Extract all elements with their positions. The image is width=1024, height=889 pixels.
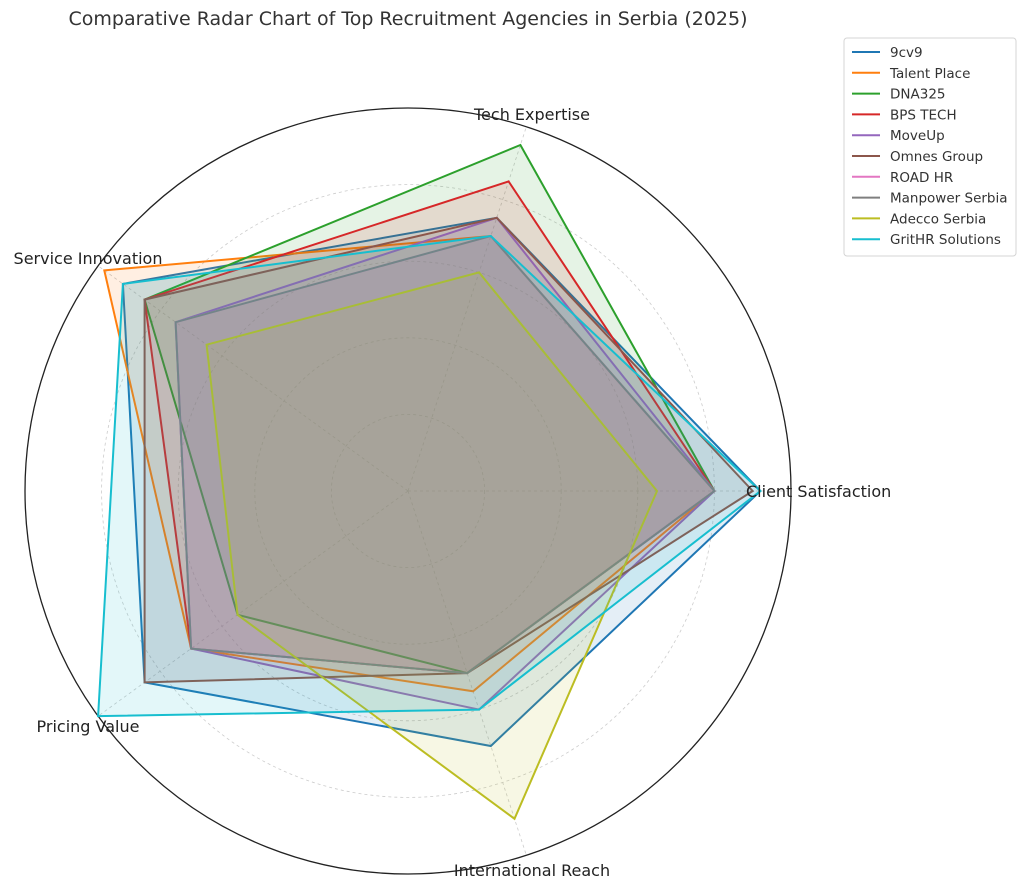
grid-ring bbox=[330, 413, 485, 568]
axis-label: Client Satisfaction bbox=[746, 482, 891, 501]
grid-spoke bbox=[407, 126, 527, 492]
axis-label: Tech Expertise bbox=[473, 105, 590, 124]
grid-spoke bbox=[97, 265, 409, 492]
series-adecco-serbia bbox=[205, 271, 659, 821]
grid-spoke bbox=[97, 490, 409, 717]
radar-series bbox=[97, 143, 762, 821]
chart-title: Comparative Radar Chart of Top Recruitme… bbox=[68, 8, 747, 30]
series-omnes-group bbox=[143, 216, 755, 684]
axis-labels: Client Satisfaction Tech Expertise Service… bbox=[14, 105, 892, 880]
series-grithr-solutions bbox=[97, 234, 762, 718]
legend-box bbox=[843, 37, 1017, 257]
grid-spoke bbox=[407, 490, 527, 856]
legend-label: BPS TECH bbox=[890, 107, 957, 123]
legend-label: ROAD HR bbox=[890, 170, 953, 186]
legend-label: DNA325 bbox=[890, 87, 946, 103]
legend-label: MoveUp bbox=[890, 128, 945, 144]
legend-label: Omnes Group bbox=[890, 149, 983, 165]
series-manpower-serbia bbox=[174, 234, 716, 675]
axis-label: International Reach bbox=[454, 861, 610, 880]
legend-label: GritHR Solutions bbox=[890, 232, 1001, 248]
legend: 9cv9 Talent Place DNA325 BPS TECH MoveUp Omne… bbox=[843, 37, 1017, 257]
outer-frame bbox=[24, 107, 792, 875]
grid-ring bbox=[254, 337, 562, 645]
axis-label: Service Innovation bbox=[14, 249, 163, 268]
legend-label: 9cv9 bbox=[890, 45, 923, 61]
legend-label: Adecco Serbia bbox=[890, 211, 986, 227]
legend-label: Manpower Serbia bbox=[890, 191, 1008, 207]
axis-label: Pricing Value bbox=[37, 717, 140, 736]
legend-label: Talent Place bbox=[889, 66, 970, 82]
